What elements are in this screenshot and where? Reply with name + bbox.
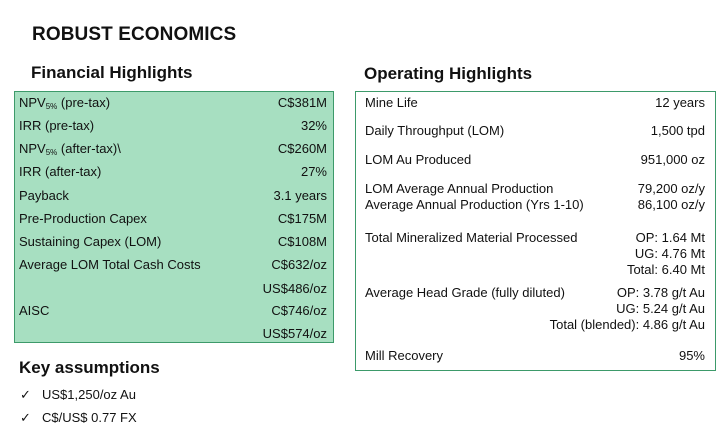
table-row: US$486/oz [19, 279, 327, 299]
row-value: UG: 4.76 Mt [634, 246, 705, 261]
operating-highlights-table: Mine Life 12 years Daily Throughput (LOM… [355, 91, 716, 371]
row-value: 12 years [655, 95, 705, 110]
table-row: Payback 3.1 years [19, 186, 327, 206]
row-label: Total Mineralized Material Processed [365, 230, 578, 245]
row-label: Average Annual Production (Yrs 1-10) [365, 197, 584, 212]
row-label: IRR (pre-tax) [19, 118, 95, 133]
row-value: 95% [678, 348, 705, 363]
page-title: ROBUST ECONOMICS [32, 24, 237, 45]
row-label: Payback [19, 188, 69, 203]
row-value: C$632/oz [271, 257, 327, 272]
row-value: OP: 3.78 g/t Au [616, 285, 705, 300]
row-value: 86,100 oz/y [637, 197, 705, 212]
row-value: UG: 5.24 g/t Au [616, 301, 705, 316]
table-row: Pre-Production Capex C$175M [19, 209, 327, 229]
operating-highlights-heading: Operating Highlights [364, 64, 533, 83]
table-row: IRR (pre-tax) 32% [19, 116, 327, 136]
list-item: ✓ US$1,250/oz Au [20, 387, 136, 403]
table-row: NPV5% (pre-tax) C$381M [19, 93, 327, 113]
row-label: Mine Life [365, 95, 418, 110]
row-label: LOM Average Annual Production [365, 181, 554, 196]
row-value: C$175M [277, 211, 327, 226]
key-assumptions-heading: Key assumptions [19, 358, 160, 377]
row-label: Average Head Grade (fully diluted) [365, 285, 565, 300]
table-row: IRR (after-tax) 27% [19, 162, 327, 182]
row-label: IRR (after-tax) [19, 164, 102, 179]
row-value: C$381M [277, 95, 327, 110]
row-label: AISC [19, 303, 50, 318]
row-value: 951,000 oz [640, 152, 705, 167]
row-label: Pre-Production Capex [19, 211, 147, 226]
financial-highlights-heading: Financial Highlights [31, 63, 193, 82]
row-value: C$108M [277, 234, 327, 249]
row-value: 32% [300, 118, 327, 133]
row-value: 1,500 tpd [650, 123, 705, 138]
row-value: Total (blended): 4.86 g/t Au [549, 317, 705, 332]
row-value: 79,200 oz/y [637, 181, 705, 196]
row-label: Mill Recovery [365, 348, 444, 363]
table-row: Average LOM Total Cash Costs C$632/oz [19, 255, 327, 275]
row-label: LOM Au Produced [365, 152, 472, 167]
row-value: 27% [300, 164, 327, 179]
table-row: AISC C$746/oz [19, 301, 327, 321]
row-label: Daily Throughput (LOM) [365, 123, 505, 138]
checkmark-icon: ✓ [20, 387, 31, 402]
row-label: Average LOM Total Cash Costs [19, 257, 201, 272]
row-value: Total: 6.40 Mt [626, 262, 705, 277]
row-label: NPV5% (after-tax)\ [19, 141, 121, 157]
row-value: C$260M [277, 141, 327, 156]
list-item-text: US$1,250/oz Au [42, 387, 136, 402]
table-row: NPV5% (after-tax)\ C$260M [19, 139, 327, 159]
list-item-text: C$/US$ 0.77 FX [42, 410, 137, 425]
list-item: ✓ C$/US$ 0.77 FX [20, 410, 137, 426]
financial-highlights-table: NPV5% (pre-tax) C$381M IRR (pre-tax) 32%… [14, 91, 334, 343]
row-value: C$746/oz [271, 303, 327, 318]
row-value: US$574/oz [262, 326, 327, 341]
row-value: OP: 1.64 Mt [635, 230, 705, 245]
table-row: Sustaining Capex (LOM) C$108M [19, 232, 327, 252]
row-value: US$486/oz [262, 281, 327, 296]
row-value: 3.1 years [273, 188, 327, 203]
checkmark-icon: ✓ [20, 410, 31, 425]
table-row: US$574/oz [19, 324, 327, 344]
row-label: NPV5% (pre-tax) [19, 95, 111, 111]
row-label: Sustaining Capex (LOM) [19, 234, 162, 249]
